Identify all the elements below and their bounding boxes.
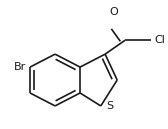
Text: Cl: Cl: [154, 35, 165, 45]
Text: O: O: [109, 7, 118, 17]
Text: S: S: [106, 101, 113, 111]
Text: Br: Br: [14, 62, 27, 72]
